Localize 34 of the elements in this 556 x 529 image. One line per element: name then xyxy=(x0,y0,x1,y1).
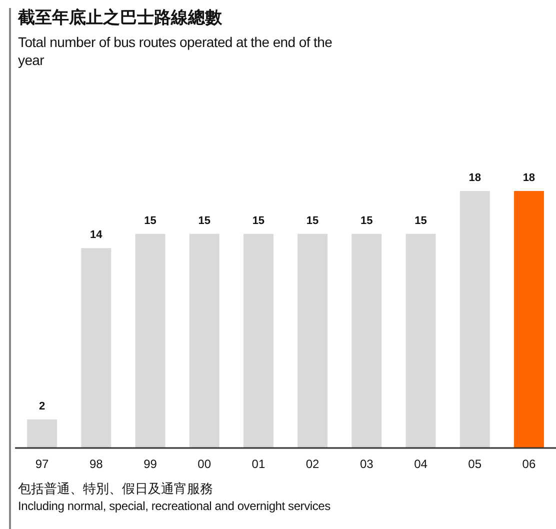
bar xyxy=(406,234,436,448)
x-tick-label: 03 xyxy=(360,457,374,471)
data-label: 15 xyxy=(198,214,210,227)
bar xyxy=(460,191,490,448)
x-tick-label: 97 xyxy=(35,457,50,471)
x-tick-label: 06 xyxy=(522,457,536,471)
data-label: 15 xyxy=(414,214,427,227)
chart-title: 截至年底止之巴士路線總數 xyxy=(18,7,223,29)
data-label: 15 xyxy=(306,214,319,227)
bar xyxy=(243,234,274,448)
data-label: 18 xyxy=(468,172,481,184)
bar xyxy=(27,419,58,448)
bar xyxy=(81,248,112,448)
bar xyxy=(298,234,328,448)
x-tick-label: 98 xyxy=(89,457,104,471)
data-label: 14 xyxy=(90,229,104,242)
chart-subtitle: Total number of bus routes operated at the end of the year xyxy=(18,33,334,69)
x-tick-label: 04 xyxy=(414,457,428,471)
text: 包括普通、特別、假日及通宵服務 xyxy=(18,480,214,498)
data-label: 15 xyxy=(144,214,156,227)
x-tick-label: 00 xyxy=(198,457,212,471)
bar xyxy=(514,191,544,448)
text: Including normal, special, recreational and overnight services xyxy=(18,499,332,513)
bar xyxy=(189,234,220,448)
data-label: 15 xyxy=(360,214,373,227)
x-tick-label: 02 xyxy=(306,457,320,471)
data-label: 15 xyxy=(252,214,265,227)
x-tick-label: 01 xyxy=(252,457,266,471)
data-label: 2 xyxy=(38,400,46,412)
bar xyxy=(135,234,166,448)
x-tick-label: 05 xyxy=(468,457,482,471)
data-label: 18 xyxy=(522,172,536,184)
bar xyxy=(352,234,382,448)
x-tick-label: 99 xyxy=(144,457,158,471)
